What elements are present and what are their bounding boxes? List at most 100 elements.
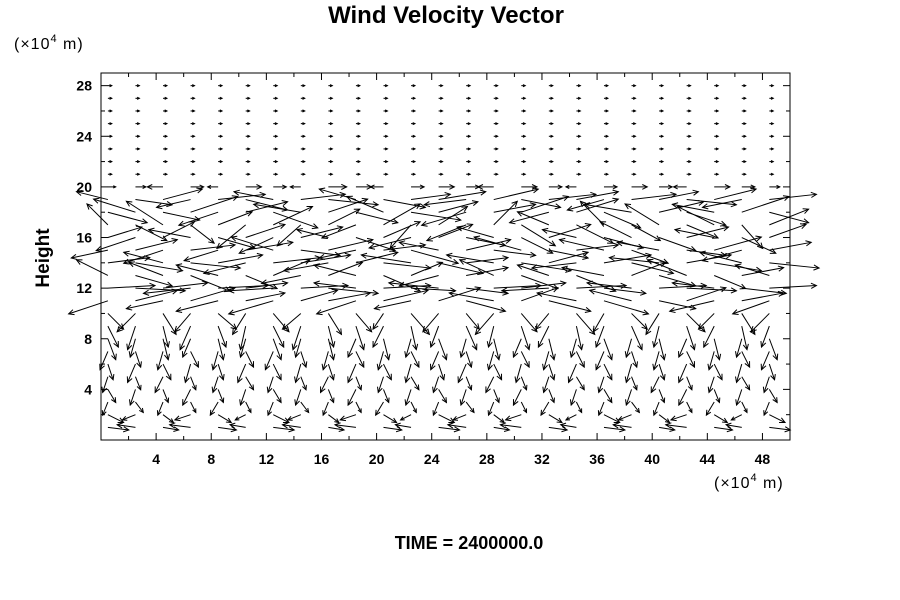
wind-vector [190, 286, 237, 302]
wind-vector [438, 200, 479, 213]
wind-vector [631, 351, 639, 369]
wind-vector [230, 235, 274, 251]
wind-vector [135, 199, 174, 208]
wind-vector [383, 109, 389, 113]
wind-vector [476, 184, 494, 190]
wind-vector [218, 122, 224, 126]
wind-vector [714, 235, 763, 251]
wind-vector [448, 290, 494, 302]
wind-vector [411, 122, 417, 126]
wind-vector [217, 363, 225, 381]
wind-vector [576, 242, 620, 251]
wind-vector [218, 426, 238, 433]
wind-vector [493, 282, 543, 289]
wind-vector [217, 325, 228, 349]
wind-vector [438, 134, 444, 138]
wind-vector [521, 96, 527, 100]
wind-vector [741, 109, 747, 113]
wind-vector [769, 208, 810, 226]
wind-vector [429, 325, 440, 349]
wind-vector [291, 325, 302, 351]
wind-vector [617, 414, 632, 421]
wind-vector [466, 109, 472, 113]
wind-vector [273, 84, 279, 88]
wind-vector [741, 401, 748, 414]
wind-vector [128, 338, 136, 359]
wind-vector [537, 325, 550, 349]
wind-vector [438, 363, 446, 381]
wind-vector [741, 224, 764, 250]
wind-vector [135, 160, 141, 164]
wind-vector [597, 376, 605, 394]
wind-vector [686, 376, 693, 391]
wind-vector [368, 237, 412, 250]
wind-vector [273, 109, 279, 113]
wind-vector [101, 401, 109, 417]
wind-vector [658, 338, 667, 361]
wind-vector [328, 84, 334, 88]
wind-vector [264, 351, 274, 371]
wind-vector [438, 389, 448, 404]
wind-vector [686, 160, 692, 164]
wind-vector [659, 84, 665, 88]
wind-vector [272, 313, 290, 333]
wind-vector [245, 134, 251, 138]
wind-vector [217, 389, 225, 404]
wind-vector [599, 221, 632, 238]
x-tick-label: 12 [259, 451, 275, 467]
wind-vector [520, 351, 530, 369]
wind-vector [658, 363, 666, 381]
wind-vector [548, 363, 556, 381]
x-tick-label: 4 [152, 451, 160, 467]
wind-vector [624, 363, 633, 384]
wind-vector [135, 96, 141, 100]
wind-vector [516, 210, 550, 226]
wind-vector [631, 184, 649, 190]
wind-vector [245, 376, 255, 391]
wind-vector [411, 160, 417, 164]
wind-vector [575, 376, 585, 391]
wind-vector [768, 389, 778, 404]
wind-vector [217, 210, 254, 226]
wind-vector [465, 351, 473, 369]
wind-vector [300, 225, 344, 239]
wind-vector [548, 84, 554, 88]
wind-vector [520, 313, 538, 333]
wind-vector [658, 189, 700, 201]
wind-vector [567, 363, 577, 384]
wind-vector [398, 274, 439, 288]
wind-vector [741, 172, 747, 176]
wind-vector [760, 351, 770, 371]
wind-vector [741, 376, 751, 391]
wind-vector [438, 122, 444, 126]
wind-vector [410, 325, 419, 351]
wind-vector [218, 252, 264, 264]
x-tick-label: 36 [589, 451, 605, 467]
wind-vector [493, 426, 511, 433]
wind-vector [300, 252, 352, 264]
wind-vector [327, 389, 335, 404]
wind-vector [328, 290, 372, 302]
wind-vector [741, 290, 785, 302]
wind-vector [516, 263, 550, 276]
wind-vector [126, 363, 136, 384]
wind-vector [750, 313, 770, 333]
x-tick-label: 16 [314, 451, 330, 467]
wind-vector [135, 134, 141, 138]
wind-vector [466, 237, 512, 251]
wind-vector [769, 191, 818, 201]
wind-vector [701, 199, 742, 210]
wind-vector [645, 313, 660, 336]
wind-vector [445, 252, 494, 264]
wind-vector [592, 313, 605, 333]
wind-vector [686, 401, 693, 414]
wind-vector [438, 286, 482, 302]
wind-vector [92, 197, 136, 213]
wind-vector [760, 325, 770, 349]
wind-vector [521, 224, 557, 247]
wind-vector [273, 172, 279, 176]
wind-vector [741, 265, 785, 276]
wind-vector [294, 363, 302, 384]
wind-vector [735, 389, 743, 407]
wind-vector [603, 252, 653, 264]
